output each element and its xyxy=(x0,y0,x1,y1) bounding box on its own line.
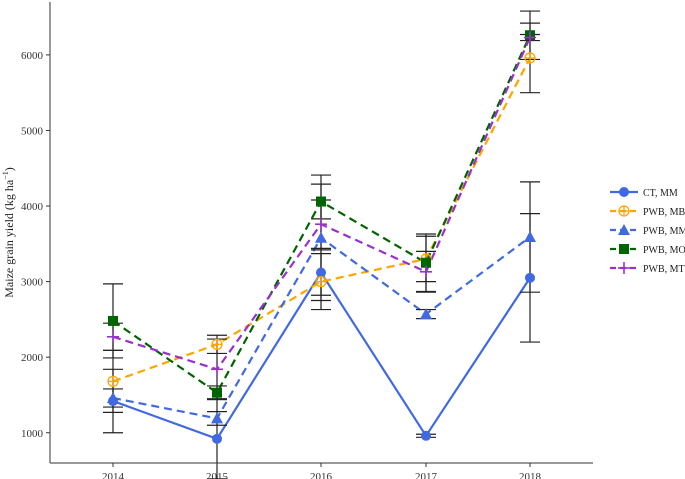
legend-label: PWB, MT xyxy=(643,264,685,275)
axes: 1000 2000 3000 4000 5000 6000 2014 2015 2016 2017… xyxy=(1,2,593,479)
legend-item: PWB, MT xyxy=(610,262,685,275)
legend-marker xyxy=(619,244,629,254)
data-point xyxy=(107,375,119,388)
x-tick-label: 2015 xyxy=(206,471,229,479)
legend-label: CT, MM xyxy=(643,188,678,199)
data-point xyxy=(316,267,326,278)
data-point xyxy=(525,272,535,283)
data-point xyxy=(316,196,326,207)
x-tick-label: 2014 xyxy=(102,471,125,479)
y-tick-label: 3000 xyxy=(21,277,44,289)
y-tick-label: 2000 xyxy=(21,352,44,364)
data-point xyxy=(524,31,536,44)
x-tick-label: 2018 xyxy=(519,471,542,479)
legend-marker xyxy=(618,224,630,235)
plot-area xyxy=(103,10,540,479)
data-point xyxy=(211,363,223,376)
data-point xyxy=(420,308,432,320)
legend-label: PWB, MO xyxy=(643,245,685,256)
legend-label: PWB, MB xyxy=(643,207,685,218)
data-point xyxy=(212,433,222,444)
data-point xyxy=(421,257,431,268)
y-axis-title: Maize grain yield (kg ha−1) xyxy=(1,167,16,297)
data-point xyxy=(315,275,327,288)
legend-item: PWB, MB xyxy=(610,205,685,218)
legend-item: PWB, MO xyxy=(610,244,685,256)
legend-item: PWB, MM xyxy=(610,224,685,237)
data-point xyxy=(211,412,223,424)
data-point xyxy=(107,330,119,343)
data-point xyxy=(107,392,119,404)
data-point xyxy=(420,265,432,278)
legend-item: CT, MM xyxy=(610,187,678,199)
legend-marker xyxy=(618,205,630,217)
data-point xyxy=(108,315,118,326)
y-tick-label: 6000 xyxy=(21,50,44,62)
legend-label: PWB, MM xyxy=(643,226,685,237)
data-point xyxy=(211,338,223,350)
data-point xyxy=(315,231,327,243)
data-point xyxy=(524,231,536,243)
data-point xyxy=(315,218,327,231)
legend: CT, MM PWB, MB PWB, MM PWB, MO PWB, MT xyxy=(610,187,685,275)
y-tick-label: 1000 xyxy=(21,428,44,440)
x-tick-label: 2016 xyxy=(310,471,333,479)
x-tick-label: 2017 xyxy=(415,471,438,479)
y-tick-label: 5000 xyxy=(21,125,44,137)
legend-marker xyxy=(619,187,629,197)
y-tick-label: 4000 xyxy=(21,201,44,213)
data-point xyxy=(212,387,222,398)
data-point xyxy=(421,430,431,441)
data-point xyxy=(524,52,536,64)
legend-marker xyxy=(618,262,630,274)
